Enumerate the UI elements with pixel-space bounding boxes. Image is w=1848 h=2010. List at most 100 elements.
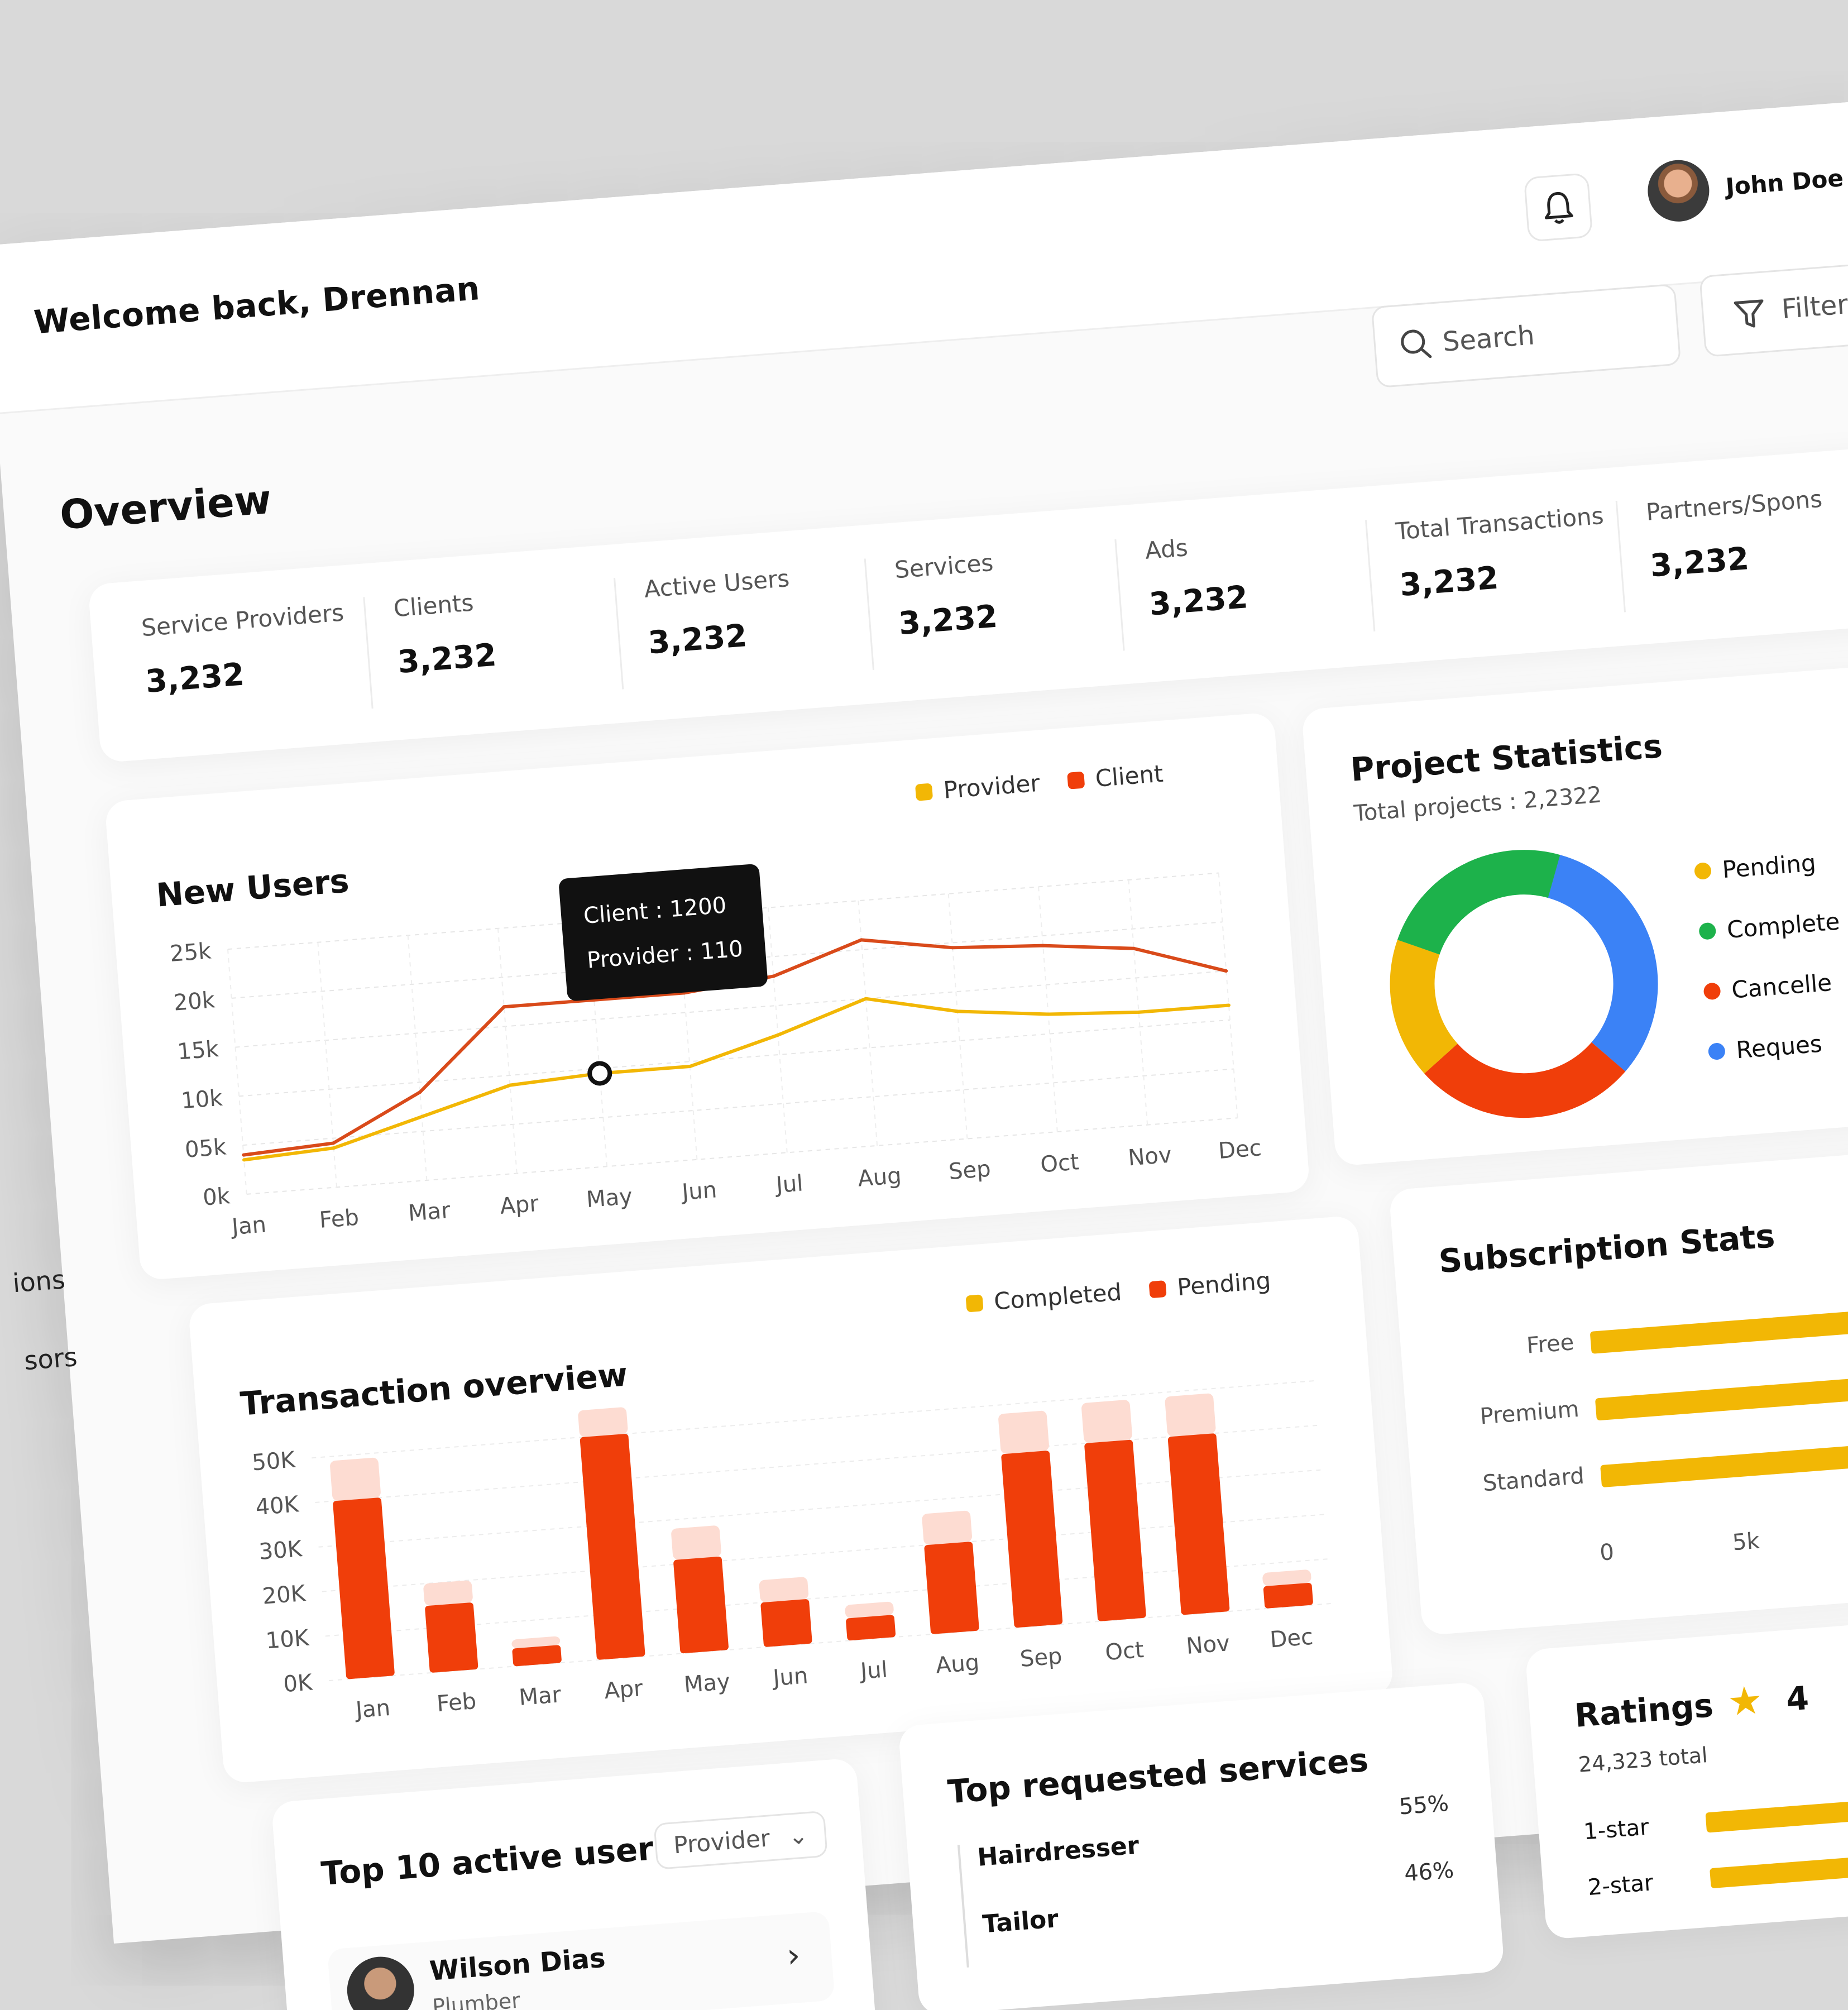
top-users-title: Top 10 active user: [319, 1829, 655, 1893]
data-point: [772, 974, 775, 978]
y-tick-label: 0K: [283, 1669, 314, 1697]
subscription-chart: FreePremiumStandard9k05k10k: [1479, 1295, 1848, 1566]
x-tick-label: Dec: [1217, 1135, 1262, 1164]
legend-swatch-client: [1067, 771, 1085, 789]
user-role: Plumber: [431, 1988, 521, 2010]
user-name: Wilson Dias: [428, 1942, 607, 1987]
search-icon: [1401, 329, 1432, 358]
sidebar-item-ions[interactable]: ions: [11, 1264, 66, 1299]
stat-label: Services: [893, 548, 994, 584]
bar-pending: [759, 1577, 809, 1602]
filter-button[interactable]: Filter: [1699, 260, 1848, 357]
gridline: [1038, 887, 1058, 1132]
gridline: [1218, 873, 1238, 1118]
legend-client: Client: [1094, 759, 1165, 792]
gridline: [325, 1558, 1328, 1637]
x-tick-label: Nov: [1185, 1630, 1231, 1659]
bar-completed: [1167, 1433, 1230, 1615]
filter-icon: [1734, 299, 1764, 328]
x-tick-label: Jul: [773, 1170, 804, 1198]
user-list-item[interactable]: Wilson Dias Plumber ›: [327, 1911, 835, 2010]
new-users-chart: 0k 05k 10k 15k 20k 25k Jan Feb Mar Apr May Jun Jul Au…: [169, 872, 1262, 1240]
bar-completed: [760, 1599, 812, 1647]
dashboard-window: Welcome back, Drennan John Doe Search Fi…: [0, 95, 1848, 2010]
bar-pending: [671, 1525, 721, 1560]
bar-completed: [673, 1556, 729, 1654]
rating-bar: [1705, 1787, 1848, 1833]
project-stats-card: Project Statistics Total projects : 2,23…: [1301, 658, 1848, 1166]
stat-label: Ads: [1144, 534, 1189, 564]
data-point: [1224, 969, 1228, 973]
donut-slice-pending: [1390, 850, 1658, 1118]
ratings-card: Ratings ★ 4 24,323 total 1-star 2-star: [1525, 1607, 1848, 1940]
bar-pending: [922, 1510, 973, 1545]
stat-value: 3,232: [1398, 559, 1500, 604]
search-input[interactable]: Search: [1371, 283, 1682, 389]
ratings-score: 4: [1784, 1678, 1811, 1719]
stat-service-providers: Service Providers 3,232: [113, 599, 352, 728]
subscription-title: Subscription Stats: [1437, 1217, 1777, 1281]
x-tick-label: Oct: [1104, 1637, 1145, 1666]
rating-row-label: 2-star: [1587, 1870, 1654, 1901]
stat-partners: Partners/Spons 3,232: [1615, 485, 1830, 612]
y-tick-label: 30K: [258, 1536, 304, 1565]
y-tick-label: 15k: [176, 1036, 220, 1065]
bar-pending: [845, 1601, 894, 1619]
chevron-right-icon[interactable]: ›: [785, 1935, 802, 1976]
notification-button[interactable]: [1523, 173, 1593, 242]
legend-complete: Complete: [1697, 892, 1842, 963]
data-point: [1041, 944, 1045, 947]
user-type-dropdown[interactable]: Provider ⌄: [653, 1810, 829, 1870]
stat-label: Active Users: [643, 564, 791, 603]
gridline: [497, 928, 518, 1174]
service-pct: 55%: [1398, 1790, 1450, 1820]
gridline: [947, 893, 968, 1139]
overview-title: Overview: [58, 475, 274, 539]
user-avatar: [344, 1954, 417, 2010]
transactions-chart: 0K 10K 20K 30K 40K 50K Jan Feb Mar Apr May Jun Jul Au…: [251, 1380, 1331, 1724]
data-point: [955, 1009, 959, 1013]
x-tick-label: Sep: [947, 1156, 992, 1185]
y-tick-label: 40K: [255, 1491, 300, 1520]
y-tick-label: 20k: [173, 987, 216, 1016]
bar-completed: [333, 1497, 395, 1679]
project-stats-title: Project Statistics: [1349, 727, 1664, 789]
data-point: [242, 1153, 246, 1157]
data-point: [1046, 1012, 1050, 1016]
x-tick-label: May: [683, 1669, 731, 1698]
x-tick-label: Apr: [604, 1676, 644, 1704]
stat-services: Services 3,232: [864, 548, 1001, 671]
y-tick-label: 0k: [202, 1183, 232, 1211]
y-tick-label: 20K: [261, 1581, 307, 1610]
legend-cancelled: Cancelle: [1702, 951, 1847, 1022]
filter-label: Filter: [1780, 289, 1848, 326]
x-tick-label: Jun: [679, 1177, 718, 1205]
bar-completed: [1001, 1451, 1063, 1628]
bar-completed: [512, 1645, 562, 1667]
stat-value: 3,232: [1148, 579, 1249, 623]
data-point: [331, 1141, 335, 1145]
chevron-down-icon: ⌄: [787, 1821, 810, 1850]
y-tick-label: 05k: [184, 1134, 228, 1163]
rating-bar: [1710, 1846, 1848, 1889]
x-tick-label: Aug: [857, 1163, 902, 1192]
project-donut-chart: [1390, 850, 1658, 1118]
legend-requested: Reques: [1706, 1012, 1848, 1083]
legend-pending: Pending: [1176, 1266, 1272, 1301]
search-placeholder: Search: [1441, 319, 1536, 358]
data-point: [1227, 1003, 1231, 1007]
bar-pending: [511, 1636, 561, 1649]
sidebar-item-sors[interactable]: sors: [23, 1342, 79, 1376]
bar-completed: [580, 1434, 645, 1660]
ratings-total: 24,323 total: [1577, 1743, 1709, 1777]
y-tick-label: 50K: [251, 1447, 297, 1476]
stat-label: Service Providers: [140, 599, 345, 642]
legend-completed: Completed: [993, 1278, 1123, 1315]
x-tick-label: Aug: [935, 1650, 980, 1679]
bar-pending: [330, 1457, 381, 1501]
x-tick-label: Jun: [770, 1663, 809, 1691]
bar-label: Standard: [1482, 1463, 1585, 1497]
gridline: [227, 949, 247, 1194]
legend-pending: Pending: [1692, 831, 1837, 902]
x-tick-label: Jan: [229, 1212, 267, 1240]
